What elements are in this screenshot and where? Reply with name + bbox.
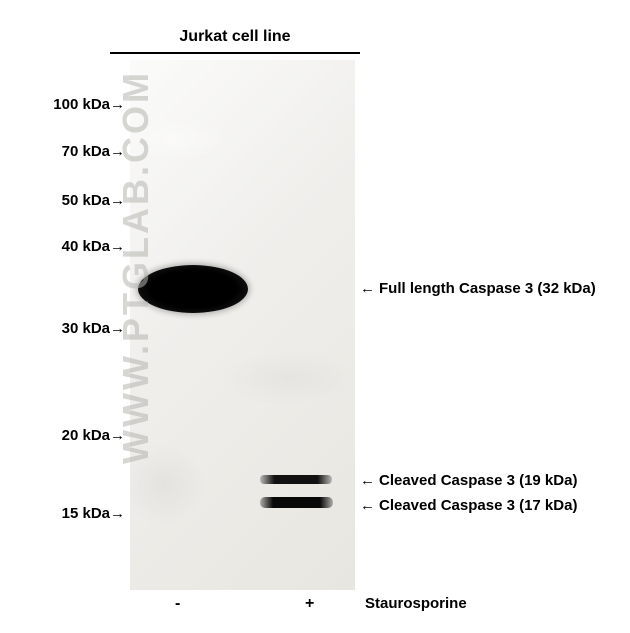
mw-label: 70 kDa [62, 143, 110, 160]
arrow-right-icon: → [110, 96, 125, 113]
arrow-left-icon: ← [360, 472, 375, 489]
mw-label: 50 kDa [62, 192, 110, 209]
mw-label: 15 kDa [62, 505, 110, 522]
mw-marker-30: 30 kDa→ [62, 320, 125, 337]
arrow-right-icon: → [110, 192, 125, 209]
mw-marker-100: 100 kDa→ [53, 96, 125, 113]
band-cleaved-caspase3-17kda [260, 497, 333, 508]
lane-label-plus: + [305, 595, 314, 613]
annotation-full-length: ← Full length Caspase 3 (32 kDa) [360, 280, 596, 297]
mw-label: 40 kDa [62, 238, 110, 255]
annotation-label: Cleaved Caspase 3 (17 kDa) [379, 497, 577, 514]
arrow-left-icon: ← [360, 497, 375, 514]
mw-label: 20 kDa [62, 427, 110, 444]
arrow-right-icon: → [110, 320, 125, 337]
mw-label: 30 kDa [62, 320, 110, 337]
band-cleaved-caspase3-19kda [260, 475, 332, 484]
mw-label: 100 kDa [53, 96, 110, 113]
mw-marker-40: 40 kDa→ [62, 238, 125, 255]
annotation-label: Cleaved Caspase 3 (19 kDa) [379, 472, 577, 489]
sample-title: Jurkat cell line [110, 28, 360, 46]
arrow-right-icon: → [110, 143, 125, 160]
annotation-cleaved-17: ← Cleaved Caspase 3 (17 kDa) [360, 497, 577, 514]
western-blot-figure: Jurkat cell line WWW.PTGLAB.COM 100 kDa→… [0, 0, 630, 633]
annotation-cleaved-19: ← Cleaved Caspase 3 (19 kDa) [360, 472, 577, 489]
mw-marker-70: 70 kDa→ [62, 143, 125, 160]
band-full-length-caspase3 [138, 265, 248, 313]
title-underline [110, 52, 360, 54]
mw-marker-50: 50 kDa→ [62, 192, 125, 209]
blot-membrane [130, 60, 355, 590]
mw-marker-20: 20 kDa→ [62, 427, 125, 444]
mw-marker-15: 15 kDa→ [62, 505, 125, 522]
arrow-left-icon: ← [360, 280, 375, 297]
arrow-right-icon: → [110, 427, 125, 444]
arrow-right-icon: → [110, 505, 125, 522]
arrow-right-icon: → [110, 238, 125, 255]
annotation-label: Full length Caspase 3 (32 kDa) [379, 280, 596, 297]
treatment-name: Staurosporine [365, 595, 467, 612]
lane-label-minus: - [175, 595, 180, 613]
